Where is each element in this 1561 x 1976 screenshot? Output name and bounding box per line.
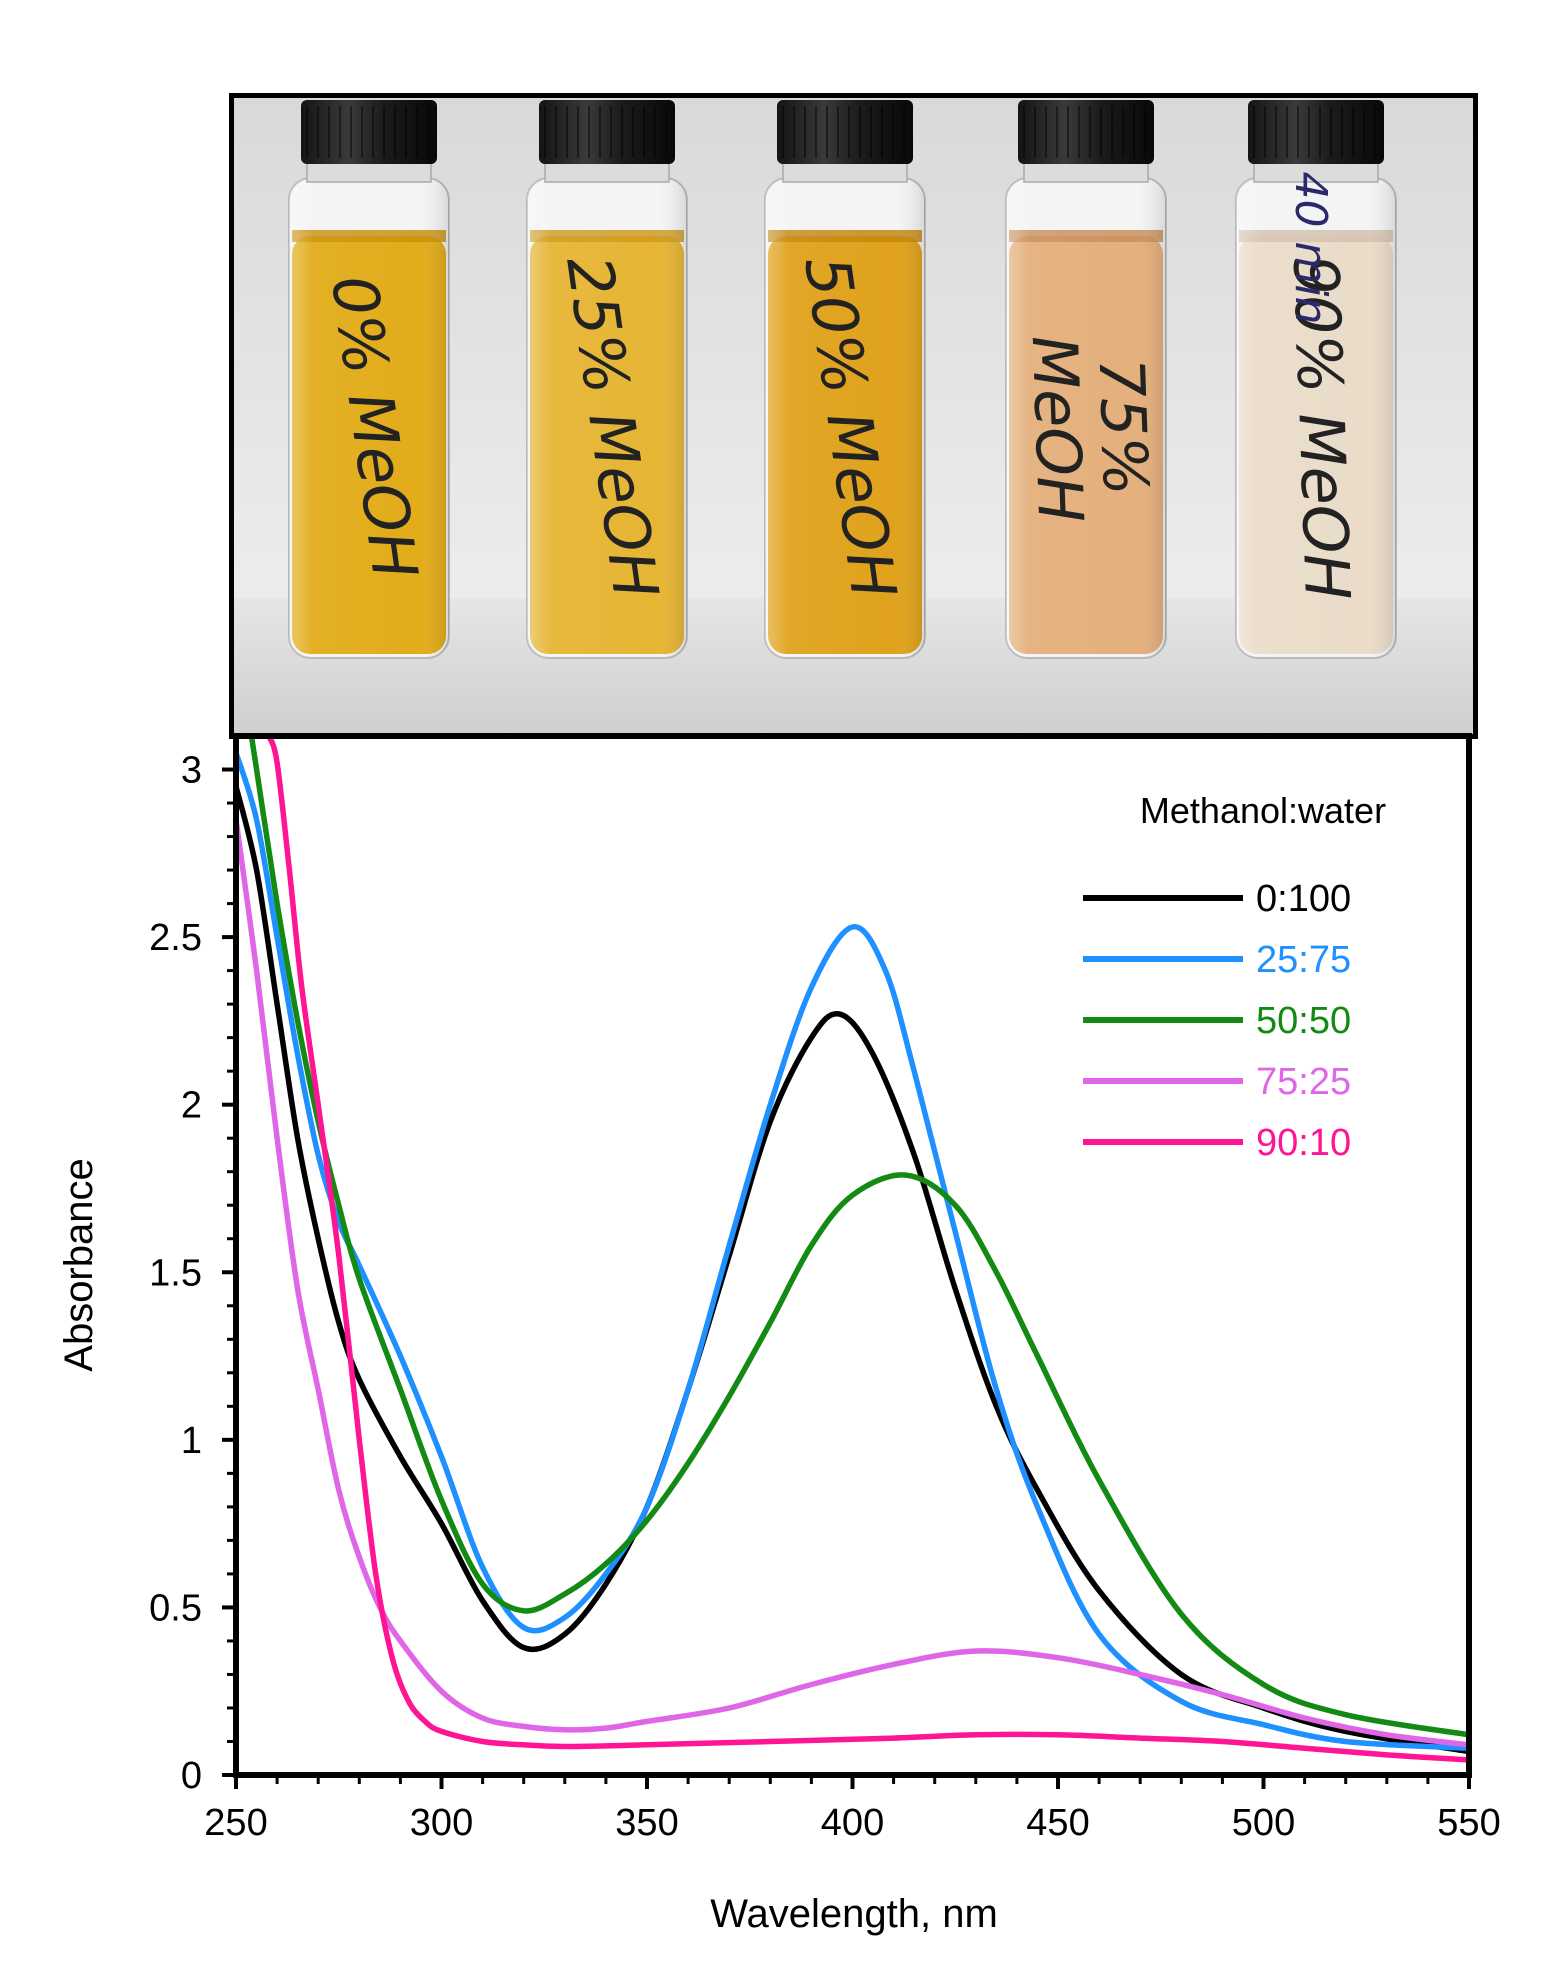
- vial-sheen: [1236, 178, 1396, 658]
- vial-cap: [539, 100, 675, 164]
- series-line-75-25: [239, 821, 1466, 1748]
- x-tick-label: 500: [1232, 1802, 1295, 1844]
- vials-group: 0% MeOH 25% MeOH 50% MeOH 75%MeOH 90% MeOH40…: [288, 100, 1397, 659]
- vial-sheen: [289, 178, 449, 658]
- y-tick-label: 1.5: [149, 1252, 202, 1294]
- legend-label: 0:100: [1256, 878, 1351, 920]
- vial-photo-svg: 0% MeOH 25% MeOH 50% MeOH 75%MeOH 90% MeOH40…: [234, 98, 1473, 734]
- y-tick-label: 2: [181, 1085, 202, 1127]
- legend: Methanol:water 0:100 25:75 50:50 75:25 90:10: [1083, 790, 1386, 1164]
- vial-4: 75%MeOH: [1005, 100, 1167, 659]
- vial-label-line2: MeOH: [1018, 334, 1097, 523]
- x-tick-label: 250: [204, 1802, 267, 1844]
- vial-3: 50% MeOH: [764, 100, 926, 659]
- x-axis-label: Wavelength, nm: [710, 1892, 998, 1936]
- legend-title: Methanol:water: [1140, 790, 1386, 831]
- x-tick-label: 450: [1026, 1802, 1089, 1844]
- legend-label: 50:50: [1256, 1000, 1351, 1042]
- vial-sheen: [527, 178, 687, 658]
- vial-photo: 0% MeOH 25% MeOH 50% MeOH 75% MeOH 90% MeOH 40…: [229, 93, 1478, 739]
- vial-cap: [777, 100, 913, 164]
- y-tick-label: 0: [181, 1755, 202, 1797]
- series-line-90-10: [267, 739, 1466, 1763]
- vial-label: 75%: [1085, 357, 1163, 497]
- vial-sheen: [1006, 178, 1166, 658]
- x-tick-label: 300: [410, 1802, 473, 1844]
- vial-2: 25% MeOH: [526, 100, 688, 659]
- vial-sheen: [765, 178, 925, 658]
- vial-1: 0% MeOH: [288, 100, 450, 659]
- y-tick-label: 3: [181, 750, 202, 792]
- x-tick-label: 400: [821, 1802, 884, 1844]
- y-tick-label: 1: [181, 1420, 202, 1462]
- vial-cap-label-group: 40 min: [1285, 172, 1336, 325]
- legend-label: 75:25: [1256, 1061, 1351, 1103]
- vial-label: 90% MeOH: [1279, 254, 1364, 601]
- y-tick-label: 0.5: [149, 1587, 202, 1629]
- x-tick-label: 550: [1437, 1802, 1500, 1844]
- legend-label: 25:75: [1256, 939, 1351, 981]
- vial-label-group: 75%MeOH: [1018, 334, 1163, 523]
- x-tick-label: 350: [615, 1802, 678, 1844]
- series-line-0-100: [239, 786, 1466, 1754]
- vial-time-label: 40 min: [1285, 172, 1336, 325]
- y-axis-label: Absorbance: [57, 1158, 101, 1371]
- vial-cap: [1018, 100, 1154, 164]
- vial-cap: [301, 100, 437, 164]
- vial-cap: [1248, 100, 1384, 164]
- axes-layer: 250 300 350 400 450 500 550 0 0.5 1 1.5 2 2.5 3: [149, 733, 1501, 1844]
- series-layer: [239, 739, 1466, 1763]
- vial-label-group: 90% MeOH: [1279, 254, 1364, 601]
- y-tick-label: 2.5: [149, 917, 202, 959]
- legend-label: 90:10: [1256, 1122, 1351, 1164]
